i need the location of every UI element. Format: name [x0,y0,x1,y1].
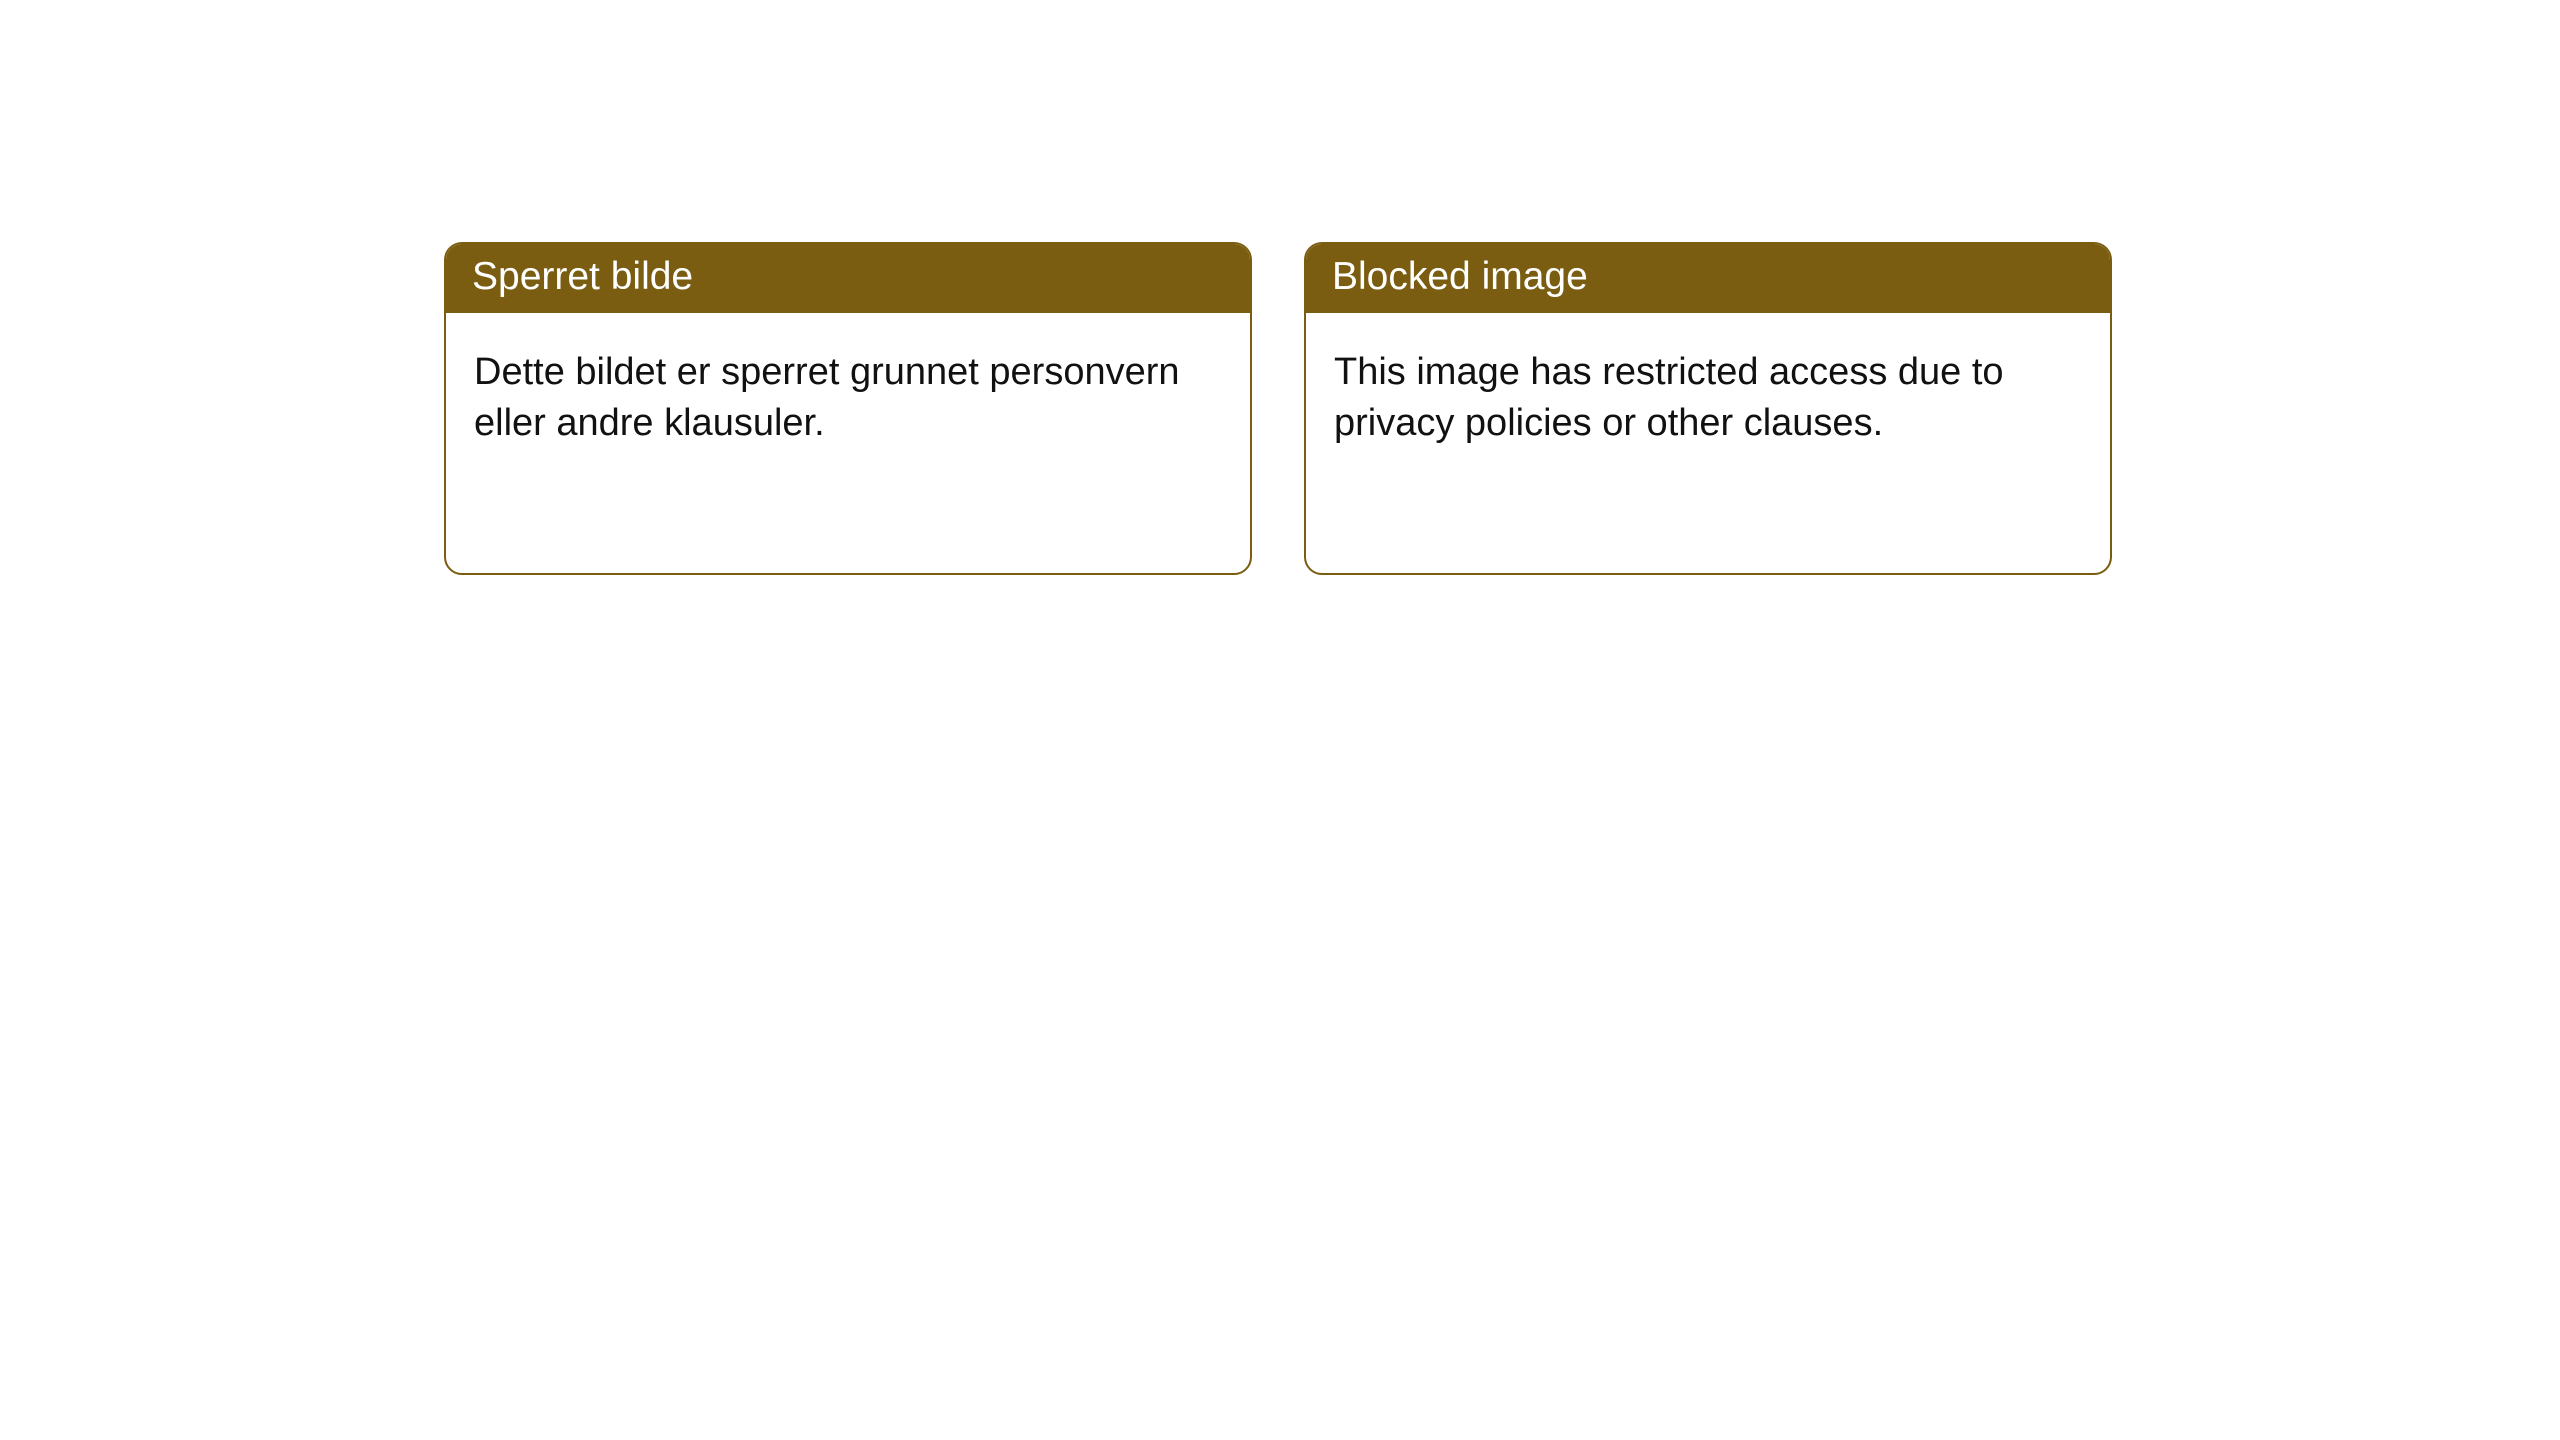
card-header: Sperret bilde [446,244,1250,313]
card-body: This image has restricted access due to … [1306,313,2110,573]
card-body-text: This image has restricted access due to … [1334,351,2004,444]
card-title: Sperret bilde [472,255,693,298]
card-body: Dette bildet er sperret grunnet personve… [446,313,1250,573]
blocked-image-card-en: Blocked image This image has restricted … [1304,242,2112,575]
card-title: Blocked image [1332,255,1588,298]
cards-container: Sperret bilde Dette bildet er sperret gr… [0,0,2560,575]
blocked-image-card-no: Sperret bilde Dette bildet er sperret gr… [444,242,1252,575]
card-header: Blocked image [1306,244,2110,313]
card-body-text: Dette bildet er sperret grunnet personve… [474,351,1180,444]
